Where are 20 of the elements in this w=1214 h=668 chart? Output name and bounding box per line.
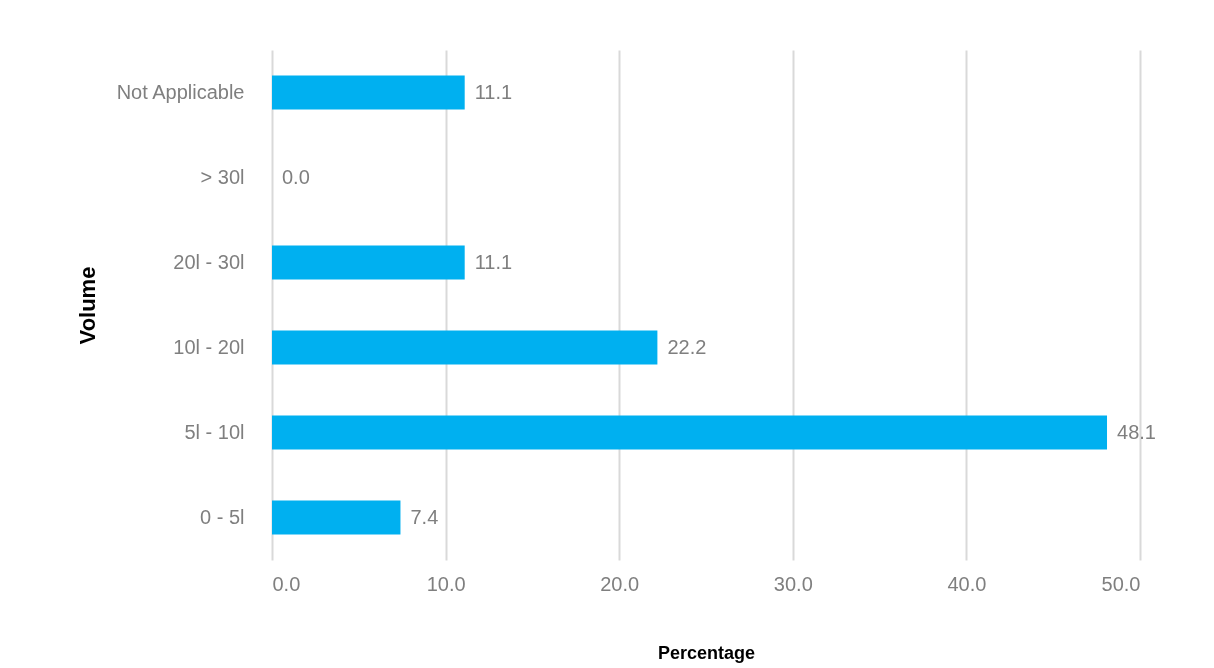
y-tick-label: Not Applicable [116,80,245,103]
y-axis-title: Volume [74,266,100,345]
y-tick-label: 10l - 20l [173,335,245,358]
y-tick-label: 0 - 5l [200,505,245,528]
data-label: 48.1 [1117,420,1156,443]
data-label: 7.4 [410,505,439,528]
data-label: 11.1 [474,250,513,273]
x-tick-label: 30.0 [773,572,813,595]
x-axis-title: Percentage [657,642,756,663]
x-tick-label: 50.0 [1101,572,1141,595]
data-label: 11.1 [474,80,513,103]
data-label: 0.0 [282,165,310,188]
data-label: 22.2 [667,335,707,358]
y-tick-label: 5l - 10l [184,420,245,443]
x-tick-label: 10.0 [426,572,466,595]
x-tick-label: 40.0 [947,572,987,595]
x-tick-label: 0.0 [272,572,301,595]
x-tick-label: 20.0 [600,572,640,595]
y-tick-label: > 30l [200,165,245,188]
y-tick-label: 20l - 30l [173,250,245,273]
